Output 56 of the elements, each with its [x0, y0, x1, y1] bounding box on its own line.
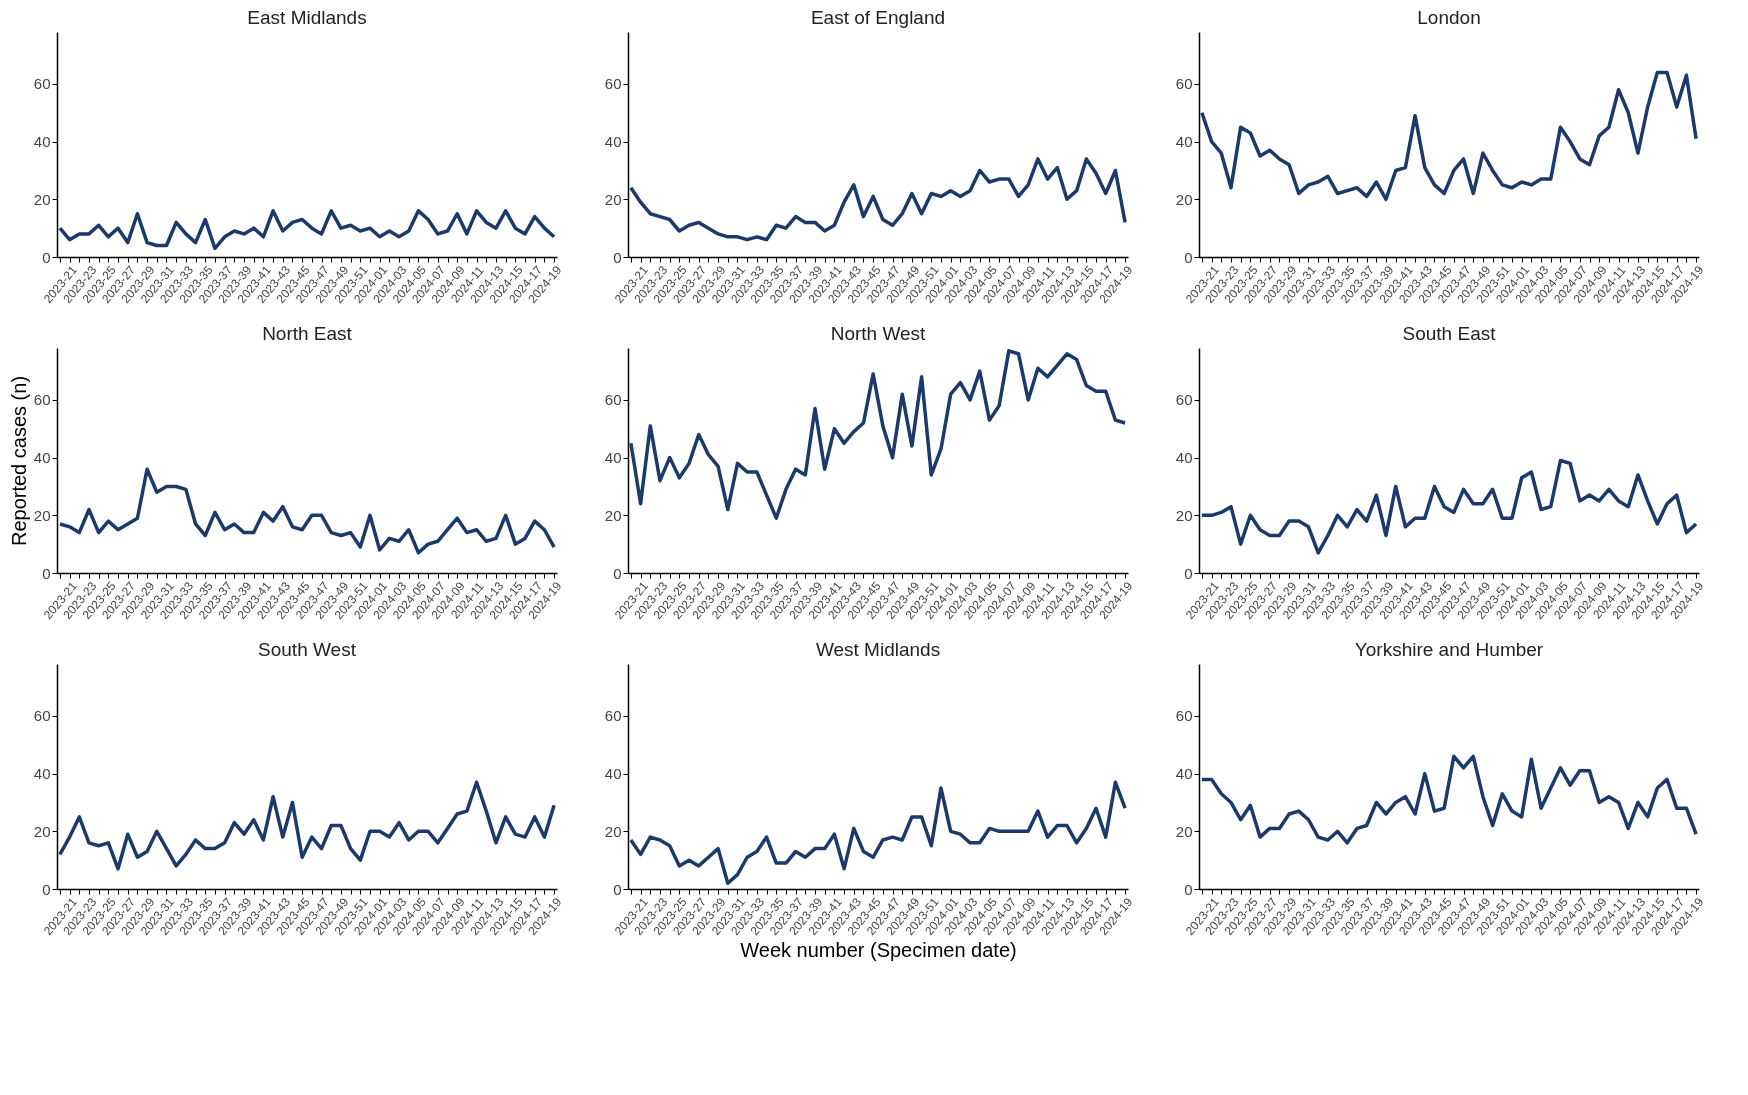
chart-title: London — [1417, 7, 1481, 28]
chart-title: North East — [262, 323, 353, 344]
line-series — [1200, 70, 1698, 202]
line-series — [629, 349, 1127, 520]
y-tick-label: 40 — [604, 449, 622, 467]
line-series — [1200, 458, 1698, 555]
y-tick-label: 40 — [33, 133, 51, 151]
y-tick-label: 60 — [604, 707, 622, 725]
y-tick-label: 60 — [604, 391, 622, 409]
y-tick-label: 20 — [33, 506, 51, 524]
y-tick-label: 0 — [1184, 564, 1193, 582]
line-series — [58, 209, 556, 251]
y-tick-label: 0 — [613, 564, 622, 582]
y-tick-label: 0 — [613, 248, 622, 266]
line-series — [58, 780, 556, 871]
y-tick-label: 0 — [42, 564, 51, 582]
y-tick-label: 60 — [33, 707, 51, 725]
y-tick-label: 40 — [33, 449, 51, 467]
y-tick-label: 20 — [1175, 190, 1193, 208]
line-series — [1200, 754, 1698, 845]
chart-title: South West — [258, 639, 357, 660]
line-series — [629, 780, 1127, 885]
chart-title: East of England — [810, 7, 946, 28]
y-tick-label: 60 — [1175, 391, 1193, 409]
y-tick-label: 40 — [1175, 133, 1193, 151]
chart-title: North West — [830, 323, 927, 344]
chart-title: East Midlands — [247, 7, 367, 28]
y-tick-label: 60 — [33, 75, 51, 93]
y-tick-label: 0 — [613, 880, 622, 898]
line-series — [629, 157, 1127, 242]
y-tick-label: 20 — [1175, 506, 1193, 524]
y-tick-label: 20 — [33, 190, 51, 208]
line-series — [58, 467, 556, 555]
y-tick-label: 40 — [604, 133, 622, 151]
y-tick-label: 60 — [604, 75, 622, 93]
y-tick-label: 20 — [604, 822, 622, 840]
y-tick-label: 0 — [42, 880, 51, 898]
x-axis-title: Week number (Specimen date) — [740, 939, 1017, 962]
y-tick-label: 20 — [33, 822, 51, 840]
chart-title: Yorkshire and Humber — [1354, 639, 1544, 660]
y-tick-label: 20 — [604, 506, 622, 524]
y-tick-label: 0 — [1184, 248, 1193, 266]
y-tick-label: 60 — [1175, 707, 1193, 725]
y-axis-title: Reported cases (n) — [7, 375, 30, 547]
y-tick-label: 40 — [1175, 765, 1193, 783]
y-tick-label: 60 — [33, 391, 51, 409]
y-tick-label: 20 — [1175, 822, 1193, 840]
y-tick-label: 0 — [1184, 880, 1193, 898]
y-tick-label: 20 — [604, 190, 622, 208]
y-tick-label: 60 — [1175, 75, 1193, 93]
chart-title: West Midlands — [815, 639, 941, 660]
chart-title: South East — [1402, 323, 1497, 344]
y-tick-label: 40 — [33, 765, 51, 783]
y-tick-label: 40 — [604, 765, 622, 783]
y-tick-label: 40 — [1175, 449, 1193, 467]
y-tick-label: 0 — [42, 248, 51, 266]
